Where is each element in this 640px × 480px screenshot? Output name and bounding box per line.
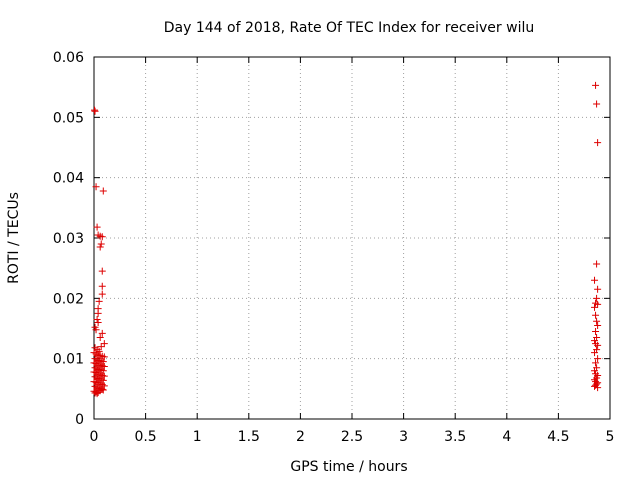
data-point: [97, 343, 105, 351]
data-point: [91, 106, 99, 114]
x-tick-label: 1.5: [238, 429, 260, 445]
data-point: [99, 376, 107, 384]
data-point: [100, 353, 108, 361]
data-point: [99, 187, 107, 195]
x-tick-label: 5: [606, 429, 615, 445]
y-tick-label: 0.06: [53, 50, 84, 66]
data-point: [591, 337, 599, 345]
data-point: [594, 384, 602, 392]
data-point: [92, 183, 100, 191]
y-axis-label: ROTI / TECUs: [6, 192, 22, 284]
data-point: [592, 81, 600, 89]
data-point: [93, 223, 101, 231]
data-point: [591, 303, 599, 311]
x-tick-label: 3: [399, 429, 408, 445]
data-point: [98, 282, 106, 290]
data-point: [592, 359, 600, 367]
data-point: [591, 349, 599, 357]
x-tick-label: 2: [296, 429, 305, 445]
y-tick-labels: 0 0.01 0.02 0.03 0.04 0.05 0.06: [53, 50, 84, 428]
data-point: [594, 341, 602, 349]
data-point: [593, 100, 601, 108]
x-tick-labels: 0 0.5 1 1.5 2 2.5 3 3.5 4 4.5 5: [90, 429, 615, 445]
data-point: [96, 334, 104, 342]
data-point: [98, 233, 106, 241]
data-point: [594, 321, 602, 329]
data-point: [100, 363, 108, 371]
tick-marks: [93, 56, 611, 420]
data-point: [98, 385, 106, 393]
y-tick-label: 0.04: [53, 171, 84, 187]
y-tick-label: 0.01: [53, 352, 84, 368]
data-point: [98, 267, 106, 275]
data-point: [94, 309, 102, 317]
grid-lines: [94, 57, 610, 419]
x-axis-label: GPS time / hours: [290, 459, 407, 475]
x-tick-label: 0: [90, 429, 99, 445]
data-point: [99, 386, 107, 394]
x-tick-label: 3.5: [444, 429, 466, 445]
data-point: [591, 276, 599, 284]
data-point: [100, 340, 108, 348]
data-point: [96, 243, 104, 251]
data-point: [100, 372, 108, 380]
x-tick-label: 4.5: [547, 429, 569, 445]
y-tick-label: 0.05: [53, 110, 84, 126]
data-point: [98, 329, 106, 337]
data-point: [99, 367, 107, 375]
data-point: [99, 358, 107, 366]
y-tick-label: 0.02: [53, 291, 84, 307]
data-point: [594, 285, 602, 293]
data-point: [593, 317, 601, 325]
x-tick-label: 1: [193, 429, 202, 445]
data-point: [93, 390, 101, 398]
data-point: [593, 294, 601, 302]
data-point: [591, 382, 599, 390]
y-tick-label: 0: [75, 412, 84, 428]
data-point: [594, 139, 602, 147]
data-point: [98, 290, 106, 298]
data-point: [593, 260, 601, 268]
data-point: [91, 107, 99, 115]
data-point: [591, 367, 599, 375]
x-tick-label: 0.5: [134, 429, 156, 445]
data-point: [93, 315, 101, 323]
data-point: [95, 297, 103, 305]
chart-title: Day 144 of 2018, Rate Of TEC Index for r…: [164, 20, 534, 36]
x-tick-label: 2.5: [341, 429, 363, 445]
data-point: [97, 240, 105, 248]
data-point: [591, 376, 599, 384]
data-point: [94, 318, 102, 326]
data-point: [592, 311, 600, 319]
data-point: [100, 382, 108, 390]
data-point: [592, 328, 600, 336]
y-tick-label: 0.03: [53, 231, 84, 247]
x-tick-label: 4: [502, 429, 511, 445]
data-point: [594, 355, 602, 363]
data-point: [92, 326, 100, 334]
data-point: [594, 300, 602, 308]
data-points: [90, 81, 602, 398]
